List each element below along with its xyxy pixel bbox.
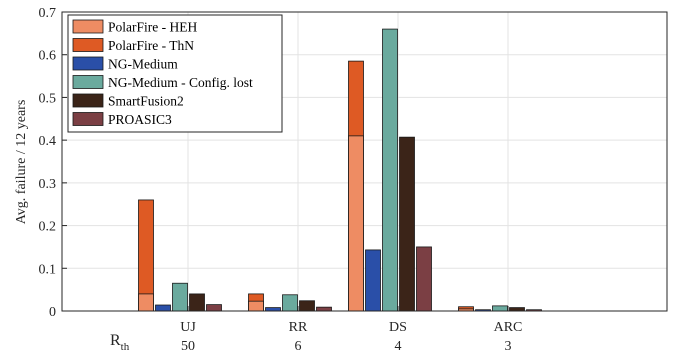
bars xyxy=(138,28,542,312)
y-tick-label: 0.4 xyxy=(39,134,57,149)
y-tick-label: 0.6 xyxy=(39,49,57,64)
y-ticks: 0 0.1 0.2 0.3 0.4 0.5 0.6 0.7 xyxy=(39,6,67,320)
y-tick-label: 0.2 xyxy=(39,220,57,235)
bar-proasic3-rr xyxy=(316,306,332,312)
y-tick-label: 0.3 xyxy=(39,177,57,192)
rth-value-rr: 6 xyxy=(295,339,302,354)
legend-label: NG-Medium xyxy=(108,57,178,72)
bar-smartfusion2-rr xyxy=(299,300,315,312)
bar-smartfusion2-uj xyxy=(189,293,205,312)
rth-label: Rth xyxy=(110,332,130,353)
bar-ng-medium-config-lost-ds xyxy=(382,28,398,312)
legend-label: PolarFire - ThN xyxy=(108,38,194,53)
legend-box xyxy=(67,14,283,133)
rth-value-uj: 50 xyxy=(181,339,195,354)
y-tick-label: 0.5 xyxy=(39,91,57,106)
y-tick-label: 0.7 xyxy=(39,6,57,21)
bar-polarfire-heh-rr xyxy=(248,300,264,312)
bar-proasic3-uj xyxy=(206,304,222,312)
legend-swatch xyxy=(72,19,104,34)
x-tick-label-ds: DS xyxy=(389,320,407,335)
legend-label: PolarFire - HEH xyxy=(108,20,197,35)
bar-smartfusion2-arc xyxy=(509,307,525,312)
bar-ng-medium-ds xyxy=(365,249,381,312)
legend-swatch xyxy=(72,75,104,89)
x-tick-label-uj: UJ xyxy=(180,320,196,335)
x-tick-label-rr: RR xyxy=(289,320,308,335)
legend-label: PROASIC3 xyxy=(108,112,172,127)
legend-swatch xyxy=(72,112,104,126)
rth-value-ds: 4 xyxy=(395,339,402,354)
plot-frame xyxy=(61,11,668,312)
legend-label: SmartFusion2 xyxy=(108,94,184,109)
bar-ng-medium-rr xyxy=(265,307,281,312)
rth-label-main: R xyxy=(110,332,121,349)
y-tick-label: 0 xyxy=(49,305,56,320)
bar-smartfusion2-ds xyxy=(399,136,415,312)
legend-swatch xyxy=(72,93,104,108)
rth-value-arc: 3 xyxy=(505,339,512,354)
bar-ng-medium-config-lost-uj xyxy=(172,282,188,312)
legend-swatch xyxy=(72,56,104,71)
legend-label: NG-Medium - Config. lost xyxy=(108,75,253,90)
bar-polarfire-heh-uj xyxy=(138,293,154,312)
bar-ng-medium-config-lost-rr xyxy=(282,294,298,312)
x-tick-label-arc: ARC xyxy=(494,320,523,335)
grid xyxy=(62,12,667,311)
x-ticks: UJ 50 RR 6 DS 4 ARC 3 xyxy=(180,306,522,354)
bar-proasic3-ds xyxy=(416,246,432,312)
y-tick-label: 0.1 xyxy=(39,262,57,277)
rth-label-sub: th xyxy=(121,341,130,353)
bar-ng-medium-config-lost-arc xyxy=(492,305,508,312)
legend: PolarFire - HEH PolarFire - ThN NG-Medium N… xyxy=(67,14,283,133)
y-axis-label: Avg. failure / 12 years xyxy=(14,100,29,225)
bar-ng-medium-uj xyxy=(155,304,171,312)
bar-polarfire-heh-ds xyxy=(348,135,364,312)
legend-swatch xyxy=(72,38,104,52)
